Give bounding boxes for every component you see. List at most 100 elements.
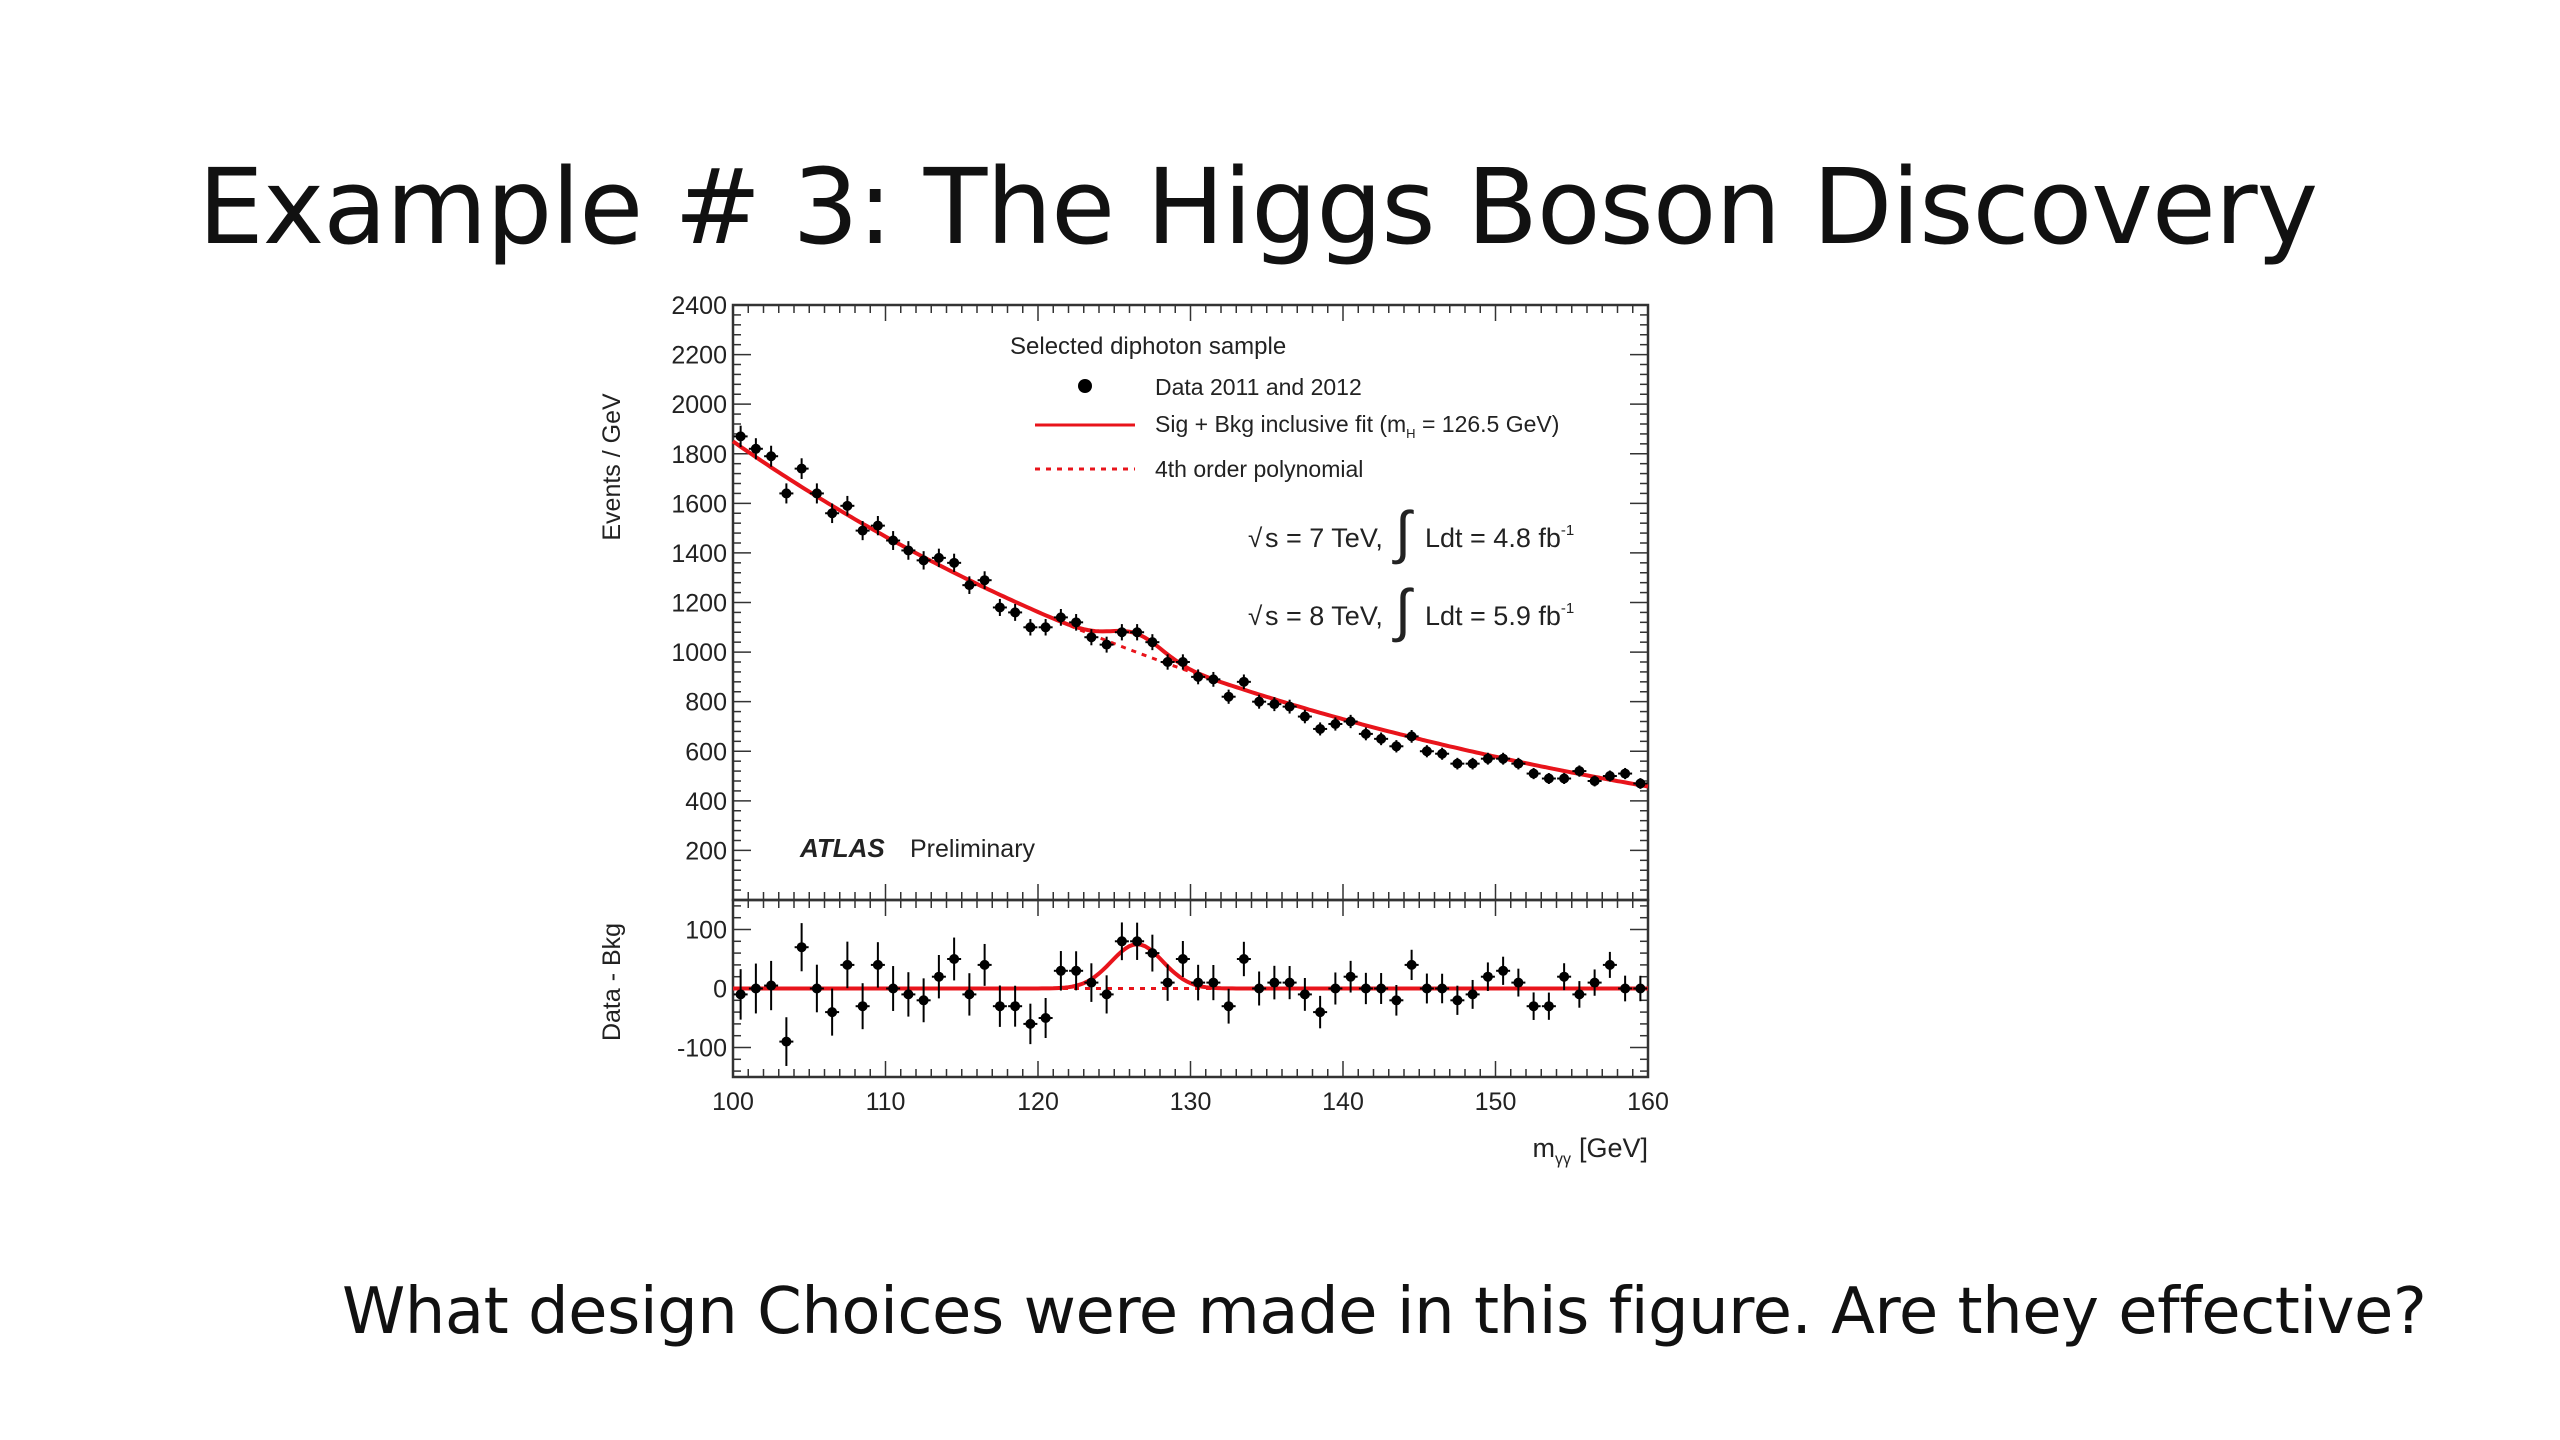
main-data-point-marker <box>1574 766 1585 777</box>
luminosity-8tev-value: Ldt = 5.9 fb <box>1425 601 1561 631</box>
legend: Selected diphoton sample Data 2011 and 2… <box>1010 333 1559 482</box>
main-data-point-marker <box>1208 674 1219 685</box>
legend-entry-data: Data 2011 and 2012 <box>1155 374 1362 400</box>
main-data-point-marker <box>918 555 929 566</box>
ratio-data-point-marker <box>735 989 746 1000</box>
main-y-tick-label: 2200 <box>671 342 727 370</box>
sqrt-symbol-8tev: √ <box>1248 601 1263 631</box>
ratio-data-point-marker <box>1360 983 1371 994</box>
main-data-point-marker <box>979 575 990 586</box>
ratio-data-point-marker <box>1620 983 1631 994</box>
main-data-point-marker <box>735 431 746 442</box>
ratio-data-point-marker <box>1437 983 1448 994</box>
main-data-point-marker <box>1635 778 1646 789</box>
axis-ticks <box>732 304 1649 1077</box>
main-data-point-marker <box>1223 691 1234 702</box>
main-data-point-marker <box>1604 771 1615 782</box>
main-data-point-marker <box>1299 711 1310 722</box>
ratio-data-point-marker <box>1513 977 1524 988</box>
ratio-data-point-marker <box>842 959 853 970</box>
main-data-point-marker <box>1315 723 1326 734</box>
ratio-data-point-marker <box>872 959 883 970</box>
ratio-data-point-marker <box>888 983 899 994</box>
luminosity-annotation-8tev: √ s = 8 TeV, ∫ Ldt = 5.9 fb-1 <box>1248 578 1574 643</box>
main-data-point-marker <box>872 520 883 531</box>
main-y-tick-label: 1000 <box>671 639 727 667</box>
main-data-point-marker <box>1559 773 1570 784</box>
ratio-y-tick-label: 0 <box>713 976 727 1004</box>
ratio-data-point-marker <box>1376 983 1387 994</box>
main-data-point-marker <box>857 525 868 536</box>
ratio-data-point-marker <box>1498 965 1509 976</box>
ratio-data-point-marker <box>1330 983 1341 994</box>
main-y-tick-label: 1400 <box>671 540 727 568</box>
ratio-data-point-marker <box>1345 971 1356 982</box>
main-data-point-marker <box>1498 753 1509 764</box>
luminosity-7tev: Ldt = 4.8 fb-1 <box>1425 522 1574 553</box>
main-y-tick-label: 1600 <box>671 490 727 518</box>
ratio-data-point-marker <box>1589 977 1600 988</box>
energy-8tev: s = 8 TeV, <box>1265 601 1383 631</box>
ratio-data-point-marker <box>903 989 914 1000</box>
legend-entry-polynomial: 4th order polynomial <box>1155 456 1363 482</box>
ratio-data-point-marker <box>1543 1001 1554 1012</box>
chart-background <box>575 282 1685 1182</box>
x-tick-label: 150 <box>1475 1088 1517 1116</box>
experiment-label: ATLAS <box>799 833 885 863</box>
main-fit-curves <box>731 439 1649 789</box>
ratio-y-tick-label: -100 <box>677 1035 727 1063</box>
main-data-point-marker <box>1071 617 1082 628</box>
ratio-data-point-marker <box>1040 1013 1051 1023</box>
main-data-point-marker <box>842 500 853 511</box>
higgs-diphoton-chart: 2004006008001000120014001600180020002200… <box>575 282 1685 1182</box>
main-data-point-marker <box>1360 728 1371 739</box>
legend-header: Selected diphoton sample <box>1010 333 1286 360</box>
integral-symbol-7tev: ∫ <box>1392 500 1414 565</box>
discussion-question: What design Choices were made in this fi… <box>342 1275 2427 1349</box>
x-tick-label: 130 <box>1170 1088 1212 1116</box>
main-data-point-marker <box>949 557 960 568</box>
ratio-data-point-marker <box>1147 948 1158 959</box>
ratio-data-point-marker <box>1238 954 1249 964</box>
ratio-data-point-marker <box>1559 971 1570 982</box>
main-data-points <box>733 425 1648 789</box>
main-y-tick-label: 400 <box>685 788 727 816</box>
ratio-data-point-marker <box>1574 989 1585 1000</box>
main-data-point-marker <box>827 508 838 519</box>
legend-entry-sig-bkg-sub: H <box>1406 426 1415 441</box>
main-data-point-marker <box>1528 768 1539 779</box>
main-y-tick-label: 600 <box>685 738 727 766</box>
luminosity-7tev-value: Ldt = 4.8 fb <box>1425 523 1561 553</box>
ratio-data-point-marker <box>1116 936 1127 947</box>
x-axis-label-main: m <box>1532 1133 1555 1163</box>
main-data-point-marker <box>1162 657 1173 667</box>
main-data-point-marker <box>1513 758 1524 769</box>
x-axis-label-sub: γγ <box>1555 1151 1571 1168</box>
ratio-data-point-marker <box>1010 1001 1021 1012</box>
luminosity-8tev-sup: -1 <box>1561 600 1574 617</box>
ratio-data-point-marker <box>949 954 960 964</box>
legend-entry-sig-bkg-tail: = 126.5 GeV) <box>1416 411 1560 437</box>
main-data-point-marker <box>1467 758 1478 769</box>
main-data-point-marker <box>933 552 944 563</box>
ratio-data-point-marker <box>1162 977 1173 988</box>
main-data-point-marker <box>1101 639 1112 650</box>
main-data-point-marker <box>1421 746 1432 757</box>
main-data-point-marker <box>1391 741 1402 752</box>
main-y-tick-label: 2000 <box>671 391 727 419</box>
ratio-data-point-marker <box>1254 983 1265 994</box>
ratio-data-point-marker <box>1482 971 1493 982</box>
main-data-point-marker <box>903 545 914 556</box>
y-tick-labels: 2004006008001000120014001600180020002200… <box>671 292 727 1063</box>
main-data-point-marker <box>1406 731 1417 742</box>
ratio-data-point-marker <box>1299 989 1310 1000</box>
x-axis-label: mγγ [GeV] <box>1532 1133 1648 1168</box>
main-data-point-marker <box>888 535 899 546</box>
main-data-point-marker <box>1345 716 1356 727</box>
luminosity-annotation-7tev: √ s = 7 TeV, ∫ Ldt = 4.8 fb-1 <box>1248 500 1574 565</box>
ratio-data-point-marker <box>1208 977 1219 988</box>
ratio-data-point-marker <box>1086 977 1097 988</box>
main-data-point-marker <box>1284 701 1295 712</box>
ratio-data-point-marker <box>1528 1001 1539 1012</box>
main-y-tick-label: 200 <box>685 837 727 865</box>
